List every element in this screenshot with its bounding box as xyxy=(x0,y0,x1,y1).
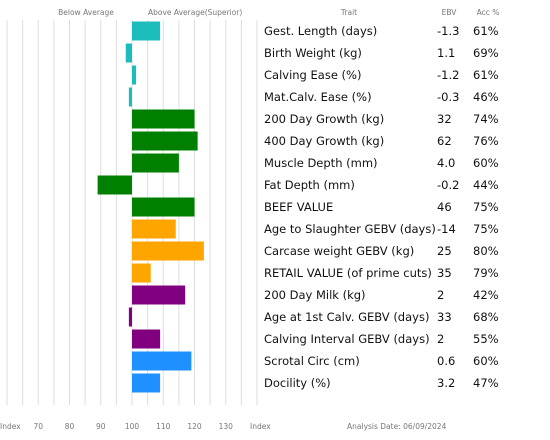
ebv-value: 2 xyxy=(437,288,444,302)
bar xyxy=(132,351,192,371)
index-label-left: Index xyxy=(0,422,21,431)
x-axis-ticks: 70 80 90 100 110 120 130 xyxy=(33,422,233,431)
ebv-value: -0.3 xyxy=(437,90,459,104)
tick-label: 110 xyxy=(156,422,171,431)
bar xyxy=(132,153,179,173)
ebv-value: -14 xyxy=(437,222,456,236)
ebv-value: 32 xyxy=(437,112,452,126)
trait-label: Mat.Calv. Ease (%) xyxy=(264,90,372,104)
bar xyxy=(128,307,132,327)
bar xyxy=(132,109,195,129)
above-average-header: Above Average(Superior) xyxy=(148,8,242,17)
trait-rows: Gest. Length (days) -1.3 61% Birth Weight (… xyxy=(264,24,499,390)
acc-value: 76% xyxy=(473,134,499,148)
trait-label: Gest. Length (days) xyxy=(264,24,377,38)
trait-label: 200 Day Growth (kg) xyxy=(264,112,384,126)
acc-value: 79% xyxy=(473,266,499,280)
below-average-header: Below Average xyxy=(58,8,114,17)
acc-value: 80% xyxy=(473,244,499,258)
ebv-header: EBV xyxy=(442,8,458,17)
acc-value: 69% xyxy=(473,46,499,60)
trait-label: Carcase weight GEBV (kg) xyxy=(264,244,414,258)
tick-label: 130 xyxy=(219,422,234,431)
tick-label: 90 xyxy=(96,422,106,431)
acc-value: 75% xyxy=(473,222,499,236)
acc-value: 46% xyxy=(473,90,499,104)
ebv-value: 2 xyxy=(437,332,444,346)
ebv-value: 33 xyxy=(437,310,452,324)
ebv-value: 4.0 xyxy=(437,156,455,170)
trait-label: Scrotal Circ (cm) xyxy=(264,354,360,368)
ebv-value: 35 xyxy=(437,266,452,280)
ebv-value: 46 xyxy=(437,200,452,214)
acc-value: 74% xyxy=(473,112,499,126)
bar xyxy=(132,197,195,217)
trait-header: Trait xyxy=(340,8,357,17)
trait-label: 400 Day Growth (kg) xyxy=(264,134,384,148)
ebv-value: -1.3 xyxy=(437,24,459,38)
bar xyxy=(132,285,186,305)
acc-value: 42% xyxy=(473,288,499,302)
bar xyxy=(132,263,151,283)
trait-label: Calving Ease (%) xyxy=(264,68,361,82)
trait-label: Docility (%) xyxy=(264,376,331,390)
tick-label: 120 xyxy=(187,422,202,431)
tick-label: 100 xyxy=(125,422,140,431)
bar xyxy=(132,131,198,151)
bar xyxy=(132,241,204,261)
bar xyxy=(132,329,161,349)
bar xyxy=(125,43,132,63)
trait-label: 200 Day Milk (kg) xyxy=(264,288,366,302)
tick-label: 70 xyxy=(33,422,43,431)
ebv-value: -0.2 xyxy=(437,178,459,192)
acc-value: 60% xyxy=(473,156,499,170)
ebv-value: -1.2 xyxy=(437,68,459,82)
trait-label: Birth Weight (kg) xyxy=(264,46,362,60)
acc-header: Acc % xyxy=(477,8,500,17)
bar xyxy=(132,65,137,85)
acc-value: 47% xyxy=(473,376,499,390)
index-label-right: Index xyxy=(250,422,271,431)
trait-label: Muscle Depth (mm) xyxy=(264,156,378,170)
acc-value: 55% xyxy=(473,332,499,346)
bar xyxy=(97,175,132,195)
acc-value: 61% xyxy=(473,68,499,82)
bar xyxy=(132,21,161,41)
chart-bars xyxy=(97,21,204,393)
acc-value: 61% xyxy=(473,24,499,38)
ebv-value: 1.1 xyxy=(437,46,455,60)
analysis-date: Analysis Date: 06/09/2024 xyxy=(347,422,447,431)
ebv-value: 25 xyxy=(437,244,452,258)
bar xyxy=(128,87,132,107)
acc-value: 60% xyxy=(473,354,499,368)
trait-label: Fat Depth (mm) xyxy=(264,178,355,192)
acc-value: 75% xyxy=(473,200,499,214)
acc-value: 44% xyxy=(473,178,499,192)
bar xyxy=(132,373,161,393)
bar xyxy=(132,219,176,239)
trait-label: RETAIL VALUE (of prime cuts) xyxy=(264,266,432,280)
trait-label: Calving Interval GEBV (days) xyxy=(264,332,430,346)
tick-label: 80 xyxy=(65,422,75,431)
trait-label: BEEF VALUE xyxy=(264,200,333,214)
ebv-value: 0.6 xyxy=(437,354,455,368)
ebv-value: 3.2 xyxy=(437,376,455,390)
trait-label: Age at 1st Calv. GEBV (days) xyxy=(264,310,429,324)
ebv-value: 62 xyxy=(437,134,452,148)
acc-value: 68% xyxy=(473,310,499,324)
trait-label: Age to Slaughter GEBV (days) xyxy=(264,222,436,236)
